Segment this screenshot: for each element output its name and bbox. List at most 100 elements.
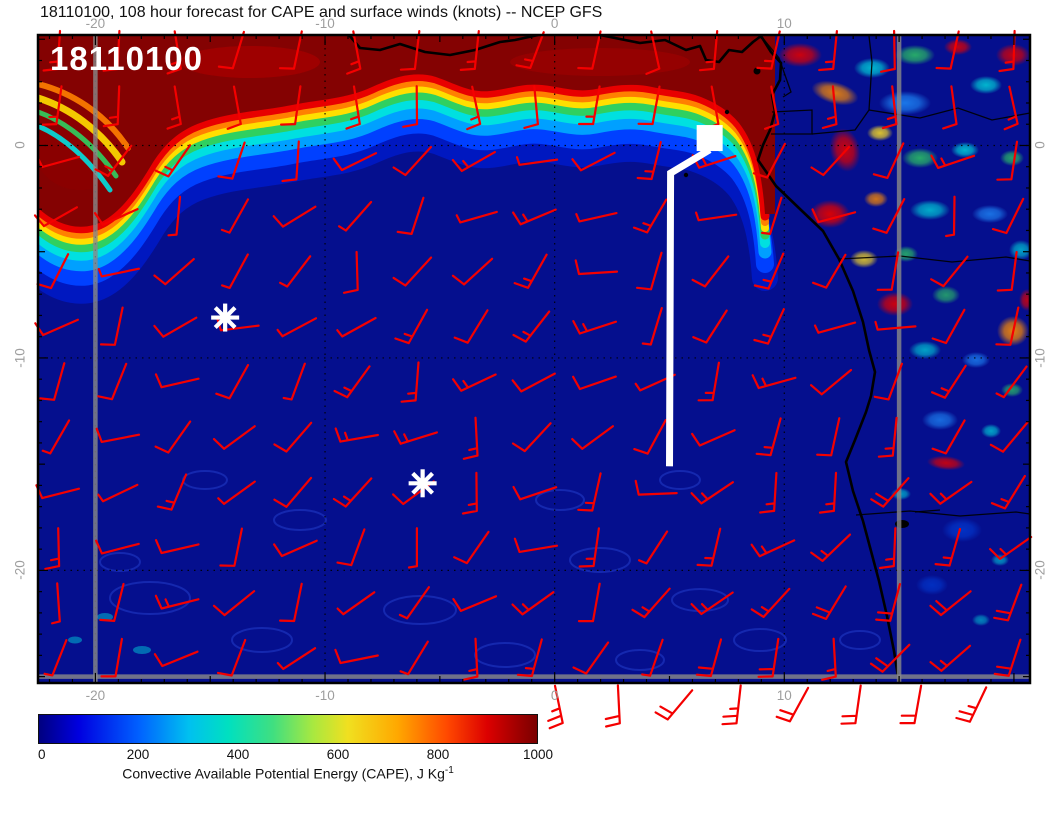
wind-barb bbox=[272, 205, 317, 228]
wind-barb bbox=[452, 373, 497, 392]
wind-barb bbox=[578, 85, 601, 126]
wind-barb bbox=[870, 477, 910, 508]
wind-barb bbox=[645, 30, 661, 75]
wind-barb bbox=[929, 644, 972, 672]
colorbar-tick-label: 800 bbox=[426, 747, 450, 762]
wind-barb bbox=[934, 527, 962, 567]
wind-barb bbox=[95, 539, 140, 555]
wind-barb bbox=[695, 638, 723, 678]
colorbar-tick-label: 0 bbox=[38, 747, 46, 762]
wind-barb bbox=[97, 267, 140, 278]
wind-barb bbox=[874, 320, 917, 331]
wind-barb bbox=[154, 539, 200, 555]
wind-barb bbox=[872, 142, 905, 179]
wind-barb bbox=[512, 310, 551, 343]
wind-barb bbox=[42, 29, 62, 72]
wind-barb bbox=[44, 527, 61, 570]
wind-barb bbox=[97, 483, 139, 503]
wind-barb bbox=[279, 255, 312, 288]
wind-barb bbox=[396, 196, 425, 235]
wind-barb bbox=[512, 208, 557, 226]
cape-max-band bbox=[38, 35, 775, 227]
wind-barb bbox=[816, 417, 841, 457]
wind-barb bbox=[516, 638, 543, 678]
site-square-marker bbox=[696, 125, 723, 152]
wind-barb bbox=[459, 30, 480, 71]
wind-barb bbox=[278, 30, 303, 70]
wind-barb bbox=[990, 474, 1026, 510]
waypoint-asterisk bbox=[213, 306, 237, 329]
wind-barb bbox=[392, 145, 433, 177]
wind-barb bbox=[930, 154, 976, 169]
wind-barb bbox=[945, 195, 956, 238]
y-axis-tick-label: -10 bbox=[12, 348, 28, 368]
wind-barb bbox=[989, 535, 1033, 560]
wind-barb bbox=[638, 530, 669, 565]
wind-barb bbox=[217, 141, 246, 180]
wind-barb bbox=[811, 208, 857, 224]
wind-barb bbox=[402, 85, 419, 128]
wind-barb bbox=[930, 255, 969, 288]
wind-barb bbox=[336, 316, 377, 338]
ocean-speckle bbox=[68, 636, 82, 644]
x-axis-tick-label: -20 bbox=[85, 16, 106, 31]
wind-barb bbox=[217, 480, 256, 505]
wind-barb bbox=[633, 419, 667, 455]
wind-barb bbox=[336, 591, 376, 616]
wind-barb bbox=[154, 594, 200, 610]
wind-barb bbox=[511, 422, 552, 453]
wind-barb bbox=[219, 527, 243, 567]
wind-barb bbox=[721, 684, 742, 726]
ocean-contour bbox=[569, 547, 631, 573]
wind-barb bbox=[811, 585, 847, 620]
wind-barb bbox=[93, 208, 139, 226]
wind-barb bbox=[461, 471, 478, 515]
wind-barb bbox=[636, 141, 662, 181]
wind-barb bbox=[931, 419, 966, 455]
cape-gradient-band bbox=[38, 71, 770, 234]
wind-barb bbox=[876, 251, 900, 291]
wind-barb bbox=[451, 151, 496, 172]
wind-barb bbox=[515, 31, 545, 69]
y-axis-tick-label: -20 bbox=[1032, 560, 1048, 581]
coastline-path bbox=[599, 35, 762, 64]
wind-barb bbox=[212, 590, 256, 617]
wind-barb bbox=[334, 648, 379, 665]
wind-barb bbox=[929, 480, 973, 505]
land-cape-patch bbox=[850, 250, 878, 268]
wind-barb bbox=[878, 527, 897, 570]
country-border bbox=[855, 510, 1030, 517]
colorbar-tick-label: 600 bbox=[326, 747, 350, 762]
wind-barb bbox=[572, 375, 617, 391]
wind-barb bbox=[821, 637, 837, 681]
wind-barb bbox=[166, 85, 182, 130]
wind-barb bbox=[697, 361, 720, 402]
wind-barb bbox=[276, 647, 317, 670]
colorbar-tick-label: 400 bbox=[226, 747, 250, 762]
wind-barb bbox=[41, 419, 71, 455]
wind-barb bbox=[220, 198, 250, 234]
wind-barb bbox=[336, 528, 366, 567]
ocean-contour bbox=[273, 509, 327, 531]
island bbox=[683, 172, 689, 178]
land-cape-patch bbox=[932, 286, 960, 304]
wind-barb bbox=[154, 420, 192, 454]
wind-barb bbox=[875, 583, 901, 622]
wind-barb bbox=[273, 539, 318, 558]
wind-barb bbox=[812, 253, 847, 289]
wind-barb bbox=[840, 684, 862, 725]
x-axis-tick-label: 0 bbox=[550, 16, 559, 31]
land-cape-patch bbox=[879, 91, 931, 115]
y-axis-tick-label: -20 bbox=[12, 560, 28, 581]
land-cape-patch bbox=[1019, 289, 1030, 311]
wind-barb bbox=[989, 421, 1029, 453]
x-axis-tick-label: -10 bbox=[315, 16, 335, 31]
flight-track-line bbox=[666, 146, 712, 467]
wind-barb bbox=[512, 485, 558, 501]
wind-barb bbox=[942, 85, 958, 130]
land-cape-patch bbox=[1000, 150, 1024, 166]
wind-barb bbox=[636, 251, 663, 291]
wind-barb bbox=[453, 309, 489, 344]
ocean-contour bbox=[535, 489, 585, 511]
wind-barb bbox=[217, 30, 245, 70]
